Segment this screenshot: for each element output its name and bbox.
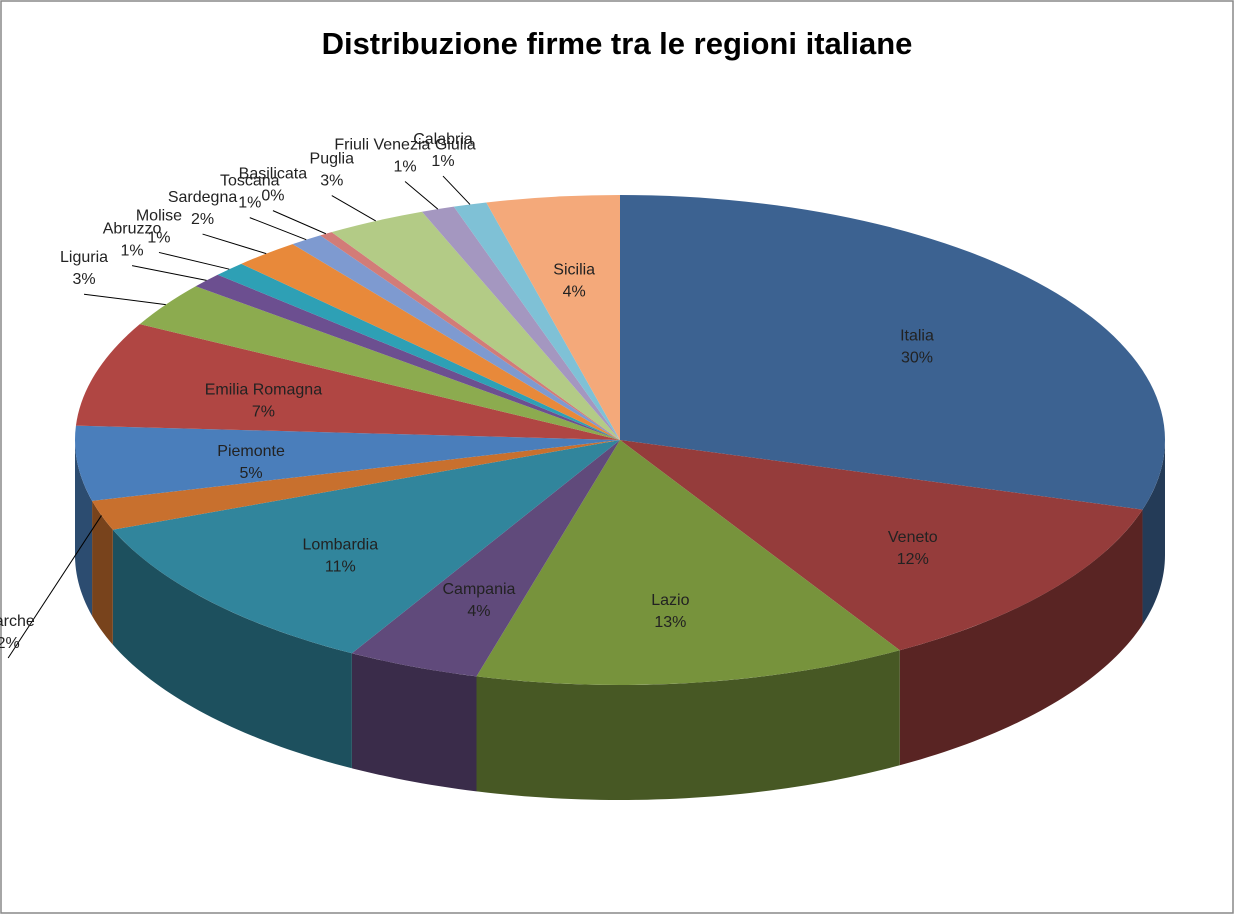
- value-label: 30%: [901, 349, 933, 366]
- leader-line: [7, 515, 102, 659]
- data-label: Lombardia 11%: [303, 536, 379, 575]
- slice: [112, 440, 621, 654]
- data-label: Liguria 3%: [60, 249, 108, 288]
- chart-title: Distribuzione firme tra le regioni itali…: [322, 26, 913, 61]
- leader-line: [83, 293, 166, 306]
- leader-line: [442, 175, 471, 205]
- slice: [486, 195, 620, 440]
- value-label: 1%: [121, 243, 144, 260]
- value-label: 12%: [897, 551, 929, 568]
- category-label: Friuli Venezia Giulia: [334, 137, 476, 154]
- leader-line: [249, 217, 307, 241]
- value-label: 0%: [261, 188, 284, 205]
- value-label: 4%: [467, 603, 490, 620]
- data-label: Emilia Romagna 7%: [205, 382, 322, 421]
- slice: [92, 440, 620, 530]
- slice: [331, 211, 620, 440]
- slice: [217, 263, 621, 440]
- slice: [241, 244, 620, 440]
- value-label: 1%: [147, 229, 170, 246]
- category-label: Italia: [900, 327, 934, 344]
- slice: [351, 440, 620, 677]
- value-label: 2%: [0, 635, 20, 652]
- category-label: Campania: [443, 581, 516, 598]
- value-label: 1%: [431, 153, 454, 170]
- category-label: Emilia Romagna: [205, 382, 322, 399]
- value-label: 4%: [563, 284, 586, 301]
- slice: [453, 202, 620, 440]
- slice: [320, 232, 620, 440]
- slice-side: [899, 509, 1143, 766]
- data-label: Abruzzo 1%: [103, 221, 162, 260]
- slice: [620, 440, 1143, 651]
- category-label: Sardegna: [168, 189, 237, 206]
- value-label: 7%: [252, 404, 275, 421]
- leader-line: [158, 251, 230, 270]
- data-label: Piemonte 5%: [217, 443, 285, 482]
- category-label: Puglia: [310, 151, 355, 168]
- slice: [75, 324, 621, 440]
- leader-line: [331, 195, 376, 222]
- leader-line: [131, 265, 207, 281]
- value-label: 2%: [191, 211, 214, 228]
- slice-side: [476, 650, 900, 800]
- category-label: Sicilia: [553, 262, 595, 279]
- leader-line: [202, 233, 267, 255]
- slice-side: [92, 500, 113, 645]
- data-label: Sicilia 4%: [553, 262, 595, 301]
- slice-side: [1142, 440, 1165, 625]
- slice-side: [351, 653, 477, 792]
- data-label: Sardegna 2%: [168, 189, 237, 228]
- category-label: Basilicata: [239, 166, 308, 183]
- value-label: 1%: [393, 159, 416, 176]
- category-label: Veneto: [888, 529, 938, 546]
- data-label: Marche 2%: [0, 613, 35, 652]
- slice: [75, 425, 621, 501]
- category-label: Lazio: [651, 592, 689, 609]
- value-label: 5%: [240, 465, 263, 482]
- data-label: Friuli Venezia Giulia 1%: [334, 137, 476, 176]
- slice: [620, 195, 1165, 510]
- category-label: Lombardia: [303, 536, 379, 553]
- leader-line: [404, 181, 439, 210]
- data-label: Calabria 1%: [413, 131, 473, 170]
- category-label: Marche: [0, 613, 35, 630]
- data-label: Puglia 3%: [310, 151, 355, 190]
- data-label: Campania 4%: [443, 581, 516, 620]
- data-label: Veneto 12%: [888, 529, 938, 568]
- value-label: 11%: [325, 558, 356, 575]
- value-label: 3%: [72, 271, 95, 288]
- value-label: 13%: [654, 614, 686, 631]
- slice: [139, 286, 620, 440]
- data-label: Italia 30%: [900, 327, 934, 366]
- value-label: 3%: [320, 173, 343, 190]
- value-label: 1%: [238, 195, 261, 212]
- category-label: Toscana: [220, 173, 280, 190]
- slice-side: [112, 529, 352, 769]
- slice: [476, 440, 900, 685]
- data-label: Lazio 13%: [651, 592, 689, 631]
- data-label: Toscana 1%: [220, 173, 280, 212]
- category-label: Piemonte: [217, 443, 285, 460]
- slice: [292, 235, 620, 440]
- category-label: Calabria: [413, 131, 473, 148]
- slice: [195, 274, 620, 440]
- data-label: Basilicata 0%: [239, 166, 308, 205]
- data-label: Molise 1%: [136, 207, 182, 246]
- slice-side: [75, 440, 93, 616]
- slice: [422, 206, 620, 440]
- category-label: Abruzzo: [103, 221, 162, 238]
- leader-line: [272, 210, 327, 235]
- category-label: Liguria: [60, 249, 108, 266]
- category-label: Molise: [136, 207, 182, 224]
